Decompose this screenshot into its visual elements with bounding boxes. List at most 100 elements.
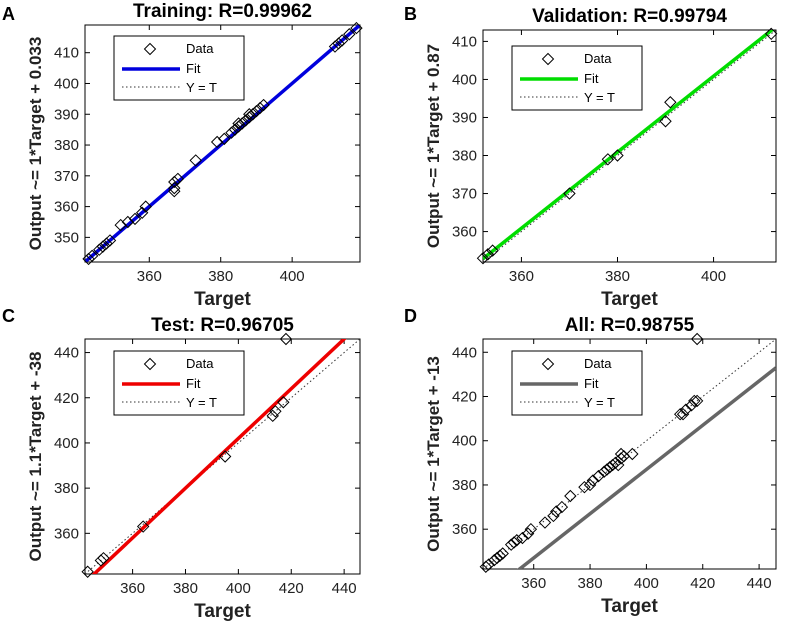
x-tick-label: 360 <box>521 575 546 592</box>
data-point <box>521 527 535 540</box>
data-point <box>586 474 600 487</box>
data-point <box>482 558 495 571</box>
data-point <box>328 40 342 53</box>
data-point <box>279 332 293 346</box>
data-point <box>114 218 127 232</box>
y-tick-label: 370 <box>452 186 477 203</box>
data-point <box>93 243 106 256</box>
fit-line <box>483 30 775 261</box>
data-point <box>128 212 142 226</box>
chart-title: Validation: R=0.99794 <box>532 6 727 27</box>
data-point <box>510 534 524 547</box>
data-point <box>676 407 690 421</box>
data-point <box>253 101 267 115</box>
y-tick-label: 360 <box>54 199 79 216</box>
data-point <box>218 132 231 146</box>
y-tick-label: 440 <box>452 344 477 361</box>
x-tick-label: 360 <box>509 268 534 285</box>
panel-d: D All: R=0.98755 360 380 400 420 440 360 380 400 4… <box>404 306 777 617</box>
legend-fit-label: Fit <box>584 376 599 391</box>
data-point <box>235 117 249 130</box>
chart-title: Test: R=0.96705 <box>151 315 294 336</box>
data-point <box>578 480 591 494</box>
data-point <box>664 96 677 109</box>
data-point <box>555 500 569 514</box>
y-tick-label: 370 <box>54 168 79 185</box>
data-point <box>679 403 693 416</box>
panel-a: A Training: R=0.99962 360 380 400 350 360 370 38… <box>2 1 363 310</box>
data-point <box>690 394 704 408</box>
legend-fit-label: Fit <box>186 61 201 76</box>
data-point <box>350 21 363 35</box>
y-axis-label: Output ~= 1.1*Target + -38 <box>26 352 45 562</box>
identity-line <box>85 339 360 574</box>
y-tick-label: 400 <box>54 435 79 452</box>
data-point <box>476 251 490 265</box>
legend: Data Fit Y = T <box>511 350 643 416</box>
x-tick-label: 380 <box>208 268 233 285</box>
legend-data-label: Data <box>186 41 214 56</box>
legend-data-label: Data <box>186 356 214 371</box>
y-tick-label: 380 <box>54 480 79 497</box>
data-point <box>493 549 507 562</box>
data-point <box>601 153 615 166</box>
legend-data-marker <box>541 52 555 66</box>
data-point <box>210 135 224 149</box>
data-point <box>136 520 150 533</box>
data-point <box>100 237 113 250</box>
data-point <box>94 554 108 567</box>
data-point <box>592 469 605 483</box>
panel-c: C Test: R=0.96705 360 380 400 420 440 360 380 400… <box>2 306 361 622</box>
data-point <box>626 447 639 461</box>
data-point <box>688 394 701 408</box>
x-tick-label: 420 <box>690 575 715 592</box>
legend-yt-label: Y = T <box>584 395 615 410</box>
data-point <box>685 399 698 412</box>
data-point <box>490 551 504 565</box>
data-point <box>614 452 628 465</box>
data-point <box>82 252 95 266</box>
legend-data-label: Data <box>584 356 612 371</box>
data-point <box>479 560 493 573</box>
x-tick-label: 360 <box>120 580 145 597</box>
data-point <box>488 553 501 567</box>
data-point <box>81 565 94 578</box>
data-point <box>103 234 117 247</box>
y-tick-label: 400 <box>452 433 477 450</box>
data-point <box>335 34 349 47</box>
data-point <box>583 478 597 492</box>
panel-letter: A <box>2 4 15 24</box>
panel-letter: B <box>404 4 417 24</box>
x-tick-label: 380 <box>173 580 198 597</box>
y-tick-label: 400 <box>452 71 477 88</box>
y-tick-label: 360 <box>452 224 477 241</box>
data-point <box>243 108 256 121</box>
x-axis-label: Target <box>601 596 658 617</box>
x-tick-label: 400 <box>701 268 726 285</box>
chart-title: All: R=0.98755 <box>565 315 695 336</box>
legend-fit-label: Fit <box>584 71 599 86</box>
x-axis-label: Target <box>194 289 251 310</box>
data-point <box>674 407 687 421</box>
x-tick-label: 440 <box>747 575 772 592</box>
data-point <box>139 200 152 213</box>
data-point <box>269 405 282 418</box>
data-point <box>496 547 509 560</box>
data-point <box>564 489 577 503</box>
x-tick-label: 400 <box>634 575 659 592</box>
data-point <box>343 28 356 41</box>
data-point <box>250 104 263 118</box>
panel-letter: D <box>404 306 417 326</box>
y-tick-label: 380 <box>54 137 79 154</box>
data-point <box>481 248 495 261</box>
chart-title: Training: R=0.99962 <box>133 1 312 22</box>
data-point <box>257 98 270 112</box>
legend-data-marker <box>143 42 157 56</box>
data-point <box>121 215 135 229</box>
y-tick-label: 410 <box>54 45 79 62</box>
panel-letter: C <box>2 306 15 326</box>
data-point <box>97 551 110 565</box>
legend-yt-label: Y = T <box>186 395 217 410</box>
data-point <box>764 27 778 41</box>
